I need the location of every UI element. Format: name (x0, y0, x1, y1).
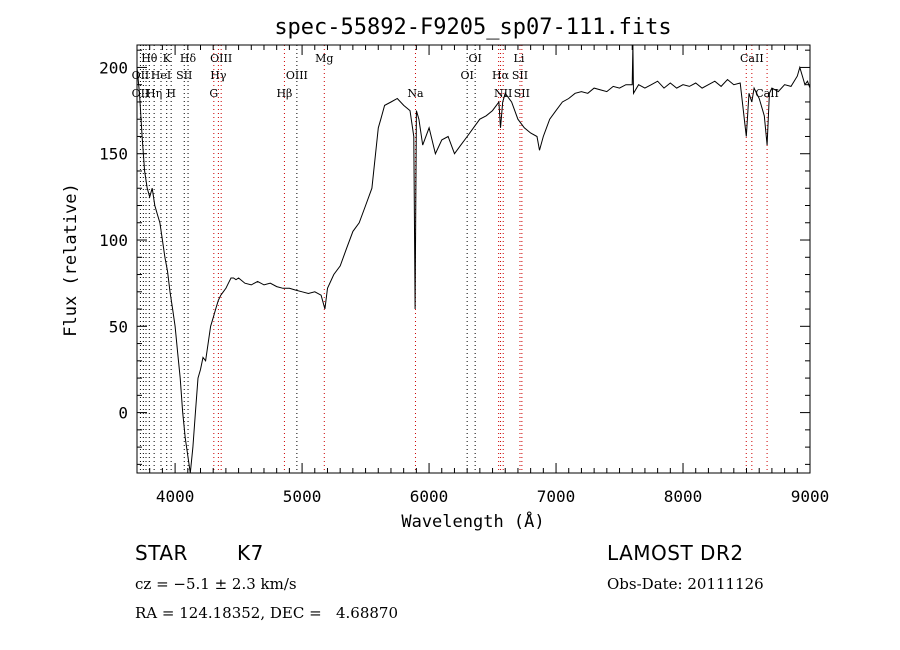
y-tick-label: 50 (109, 317, 128, 336)
y-axis-ticks: 0 50 100 150 200 (99, 49, 810, 465)
object-class: STAR (135, 541, 188, 565)
line-label-23: CaII (740, 52, 764, 65)
line-label-22: SII (514, 87, 530, 100)
line-label-4: K (163, 52, 172, 65)
line-label-15: Na (407, 87, 424, 100)
x-tick-label: 6000 (410, 487, 449, 506)
line-label-17: OI (460, 69, 473, 82)
line-label-11: G (209, 87, 218, 100)
line-label-9: OIII (210, 52, 232, 65)
y-tick-label: 100 (99, 231, 128, 250)
y-tick-label: 150 (99, 145, 128, 164)
line-label-24: CaII (755, 87, 779, 100)
coordinates-text: RA = 124.18352, DEC = 4.68870 (135, 604, 399, 622)
x-tick-label: 7000 (537, 487, 576, 506)
x-tick-label: 8000 (664, 487, 703, 506)
spectrum-line (136, 44, 811, 474)
line-label-19: Hα (492, 69, 510, 82)
plot-frame (136, 44, 811, 474)
line-label-0: Hθ (141, 52, 158, 65)
line-label-20: SII (512, 69, 528, 82)
line-label-8: Hδ (180, 52, 197, 65)
x-axis-label: Wavelength (Å) (401, 510, 544, 532)
line-label-10: Hγ (210, 69, 227, 82)
line-label-1: OII (132, 69, 150, 82)
x-tick-label: 4000 (156, 487, 195, 506)
line-label-14: Mg (315, 52, 333, 65)
survey-name: LAMOST DR2 (607, 541, 744, 565)
x-axis-ticks: 4000 5000 6000 7000 8000 9000 (136, 45, 830, 506)
line-label-12: OIII (286, 69, 308, 82)
line-label-6: SII (176, 69, 192, 82)
object-subclass: K7 (237, 541, 264, 565)
spectral-line-markers (139, 45, 768, 473)
line-label-13: Hβ (276, 87, 292, 100)
line-label-3: Hη (146, 87, 162, 100)
x-tick-label: 5000 (283, 487, 322, 506)
line-label-5: HeI (151, 69, 171, 82)
line-label-18: Li (514, 52, 525, 65)
line-label-21: NII (494, 87, 512, 100)
obs-date-text: Obs-Date: 20111126 (607, 575, 764, 593)
line-label-7: H (166, 87, 176, 100)
y-axis-label: Flux (relative) (61, 183, 81, 337)
redshift-text: cz = −5.1 ± 2.3 km/s (135, 575, 297, 593)
y-tick-label: 200 (99, 58, 128, 77)
y-tick-label: 0 (118, 404, 128, 423)
x-tick-label: 9000 (791, 487, 830, 506)
chart-title: spec-55892-F9205_sp07-111.fits (274, 15, 671, 40)
line-label-16: OI (468, 52, 481, 65)
line-label-2: OII (132, 87, 150, 100)
